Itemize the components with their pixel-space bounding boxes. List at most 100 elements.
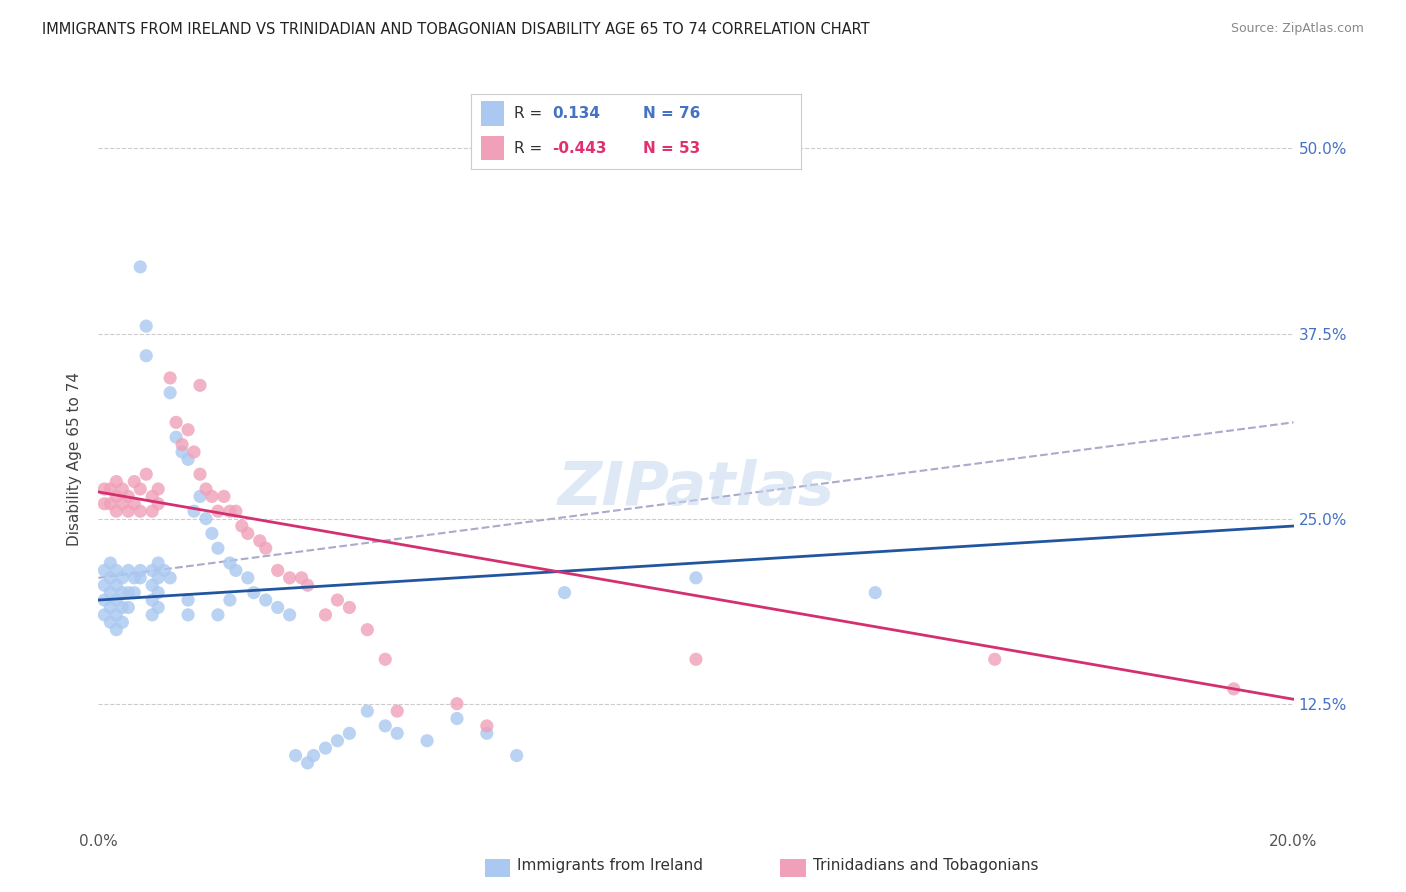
Point (159, 385, 181, 400)
Point (124, 585, 146, 599)
Point (416, 733, 439, 747)
Point (129, 564, 152, 578)
Point (278, 607, 301, 622)
Point (326, 733, 349, 747)
Point (177, 607, 200, 622)
Point (374, 719, 396, 733)
Point (284, 748, 307, 763)
Point (249, 533, 271, 548)
Point (105, 578, 128, 592)
Point (93, 564, 115, 578)
Point (188, 489, 211, 503)
Point (195, 482, 218, 496)
Point (117, 600, 139, 615)
Point (177, 452, 200, 467)
Point (225, 564, 247, 578)
Point (385, 704, 409, 718)
Point (141, 564, 163, 578)
Point (93, 578, 115, 592)
Point (148, 482, 170, 496)
Point (93, 593, 115, 607)
Point (98, 585, 122, 599)
Point (231, 519, 253, 533)
Point (177, 593, 200, 607)
Point (105, 564, 128, 578)
Point (98, 615, 122, 630)
Point (183, 504, 205, 518)
Point (129, 504, 152, 518)
Point (105, 593, 128, 607)
Point (111, 600, 134, 615)
Bar (481, 101, 505, 126)
Point (1223, 681, 1246, 696)
Point (124, 571, 146, 585)
Point (291, 571, 314, 585)
Point (148, 497, 170, 511)
Text: 0.134: 0.134 (553, 106, 600, 121)
Point (356, 623, 378, 637)
Point (219, 593, 242, 607)
Point (865, 585, 887, 599)
Bar (481, 136, 505, 161)
Point (315, 741, 337, 756)
Point (98, 497, 122, 511)
Point (207, 541, 229, 556)
Point (356, 704, 378, 718)
Point (129, 482, 152, 496)
Text: IMMIGRANTS FROM IRELAND VS TRINIDADIAN AND TOBAGONIAN DISABILITY AGE 65 TO 74 CO: IMMIGRANTS FROM IRELAND VS TRINIDADIAN A… (42, 22, 870, 37)
Point (207, 504, 229, 518)
Point (141, 489, 163, 503)
Point (117, 564, 139, 578)
Point (236, 571, 259, 585)
Point (506, 748, 529, 763)
Text: R =: R = (515, 106, 547, 121)
Point (236, 526, 259, 541)
Text: ZIPatlas: ZIPatlas (557, 459, 835, 518)
Y-axis label: Disability Age 65 to 74: Disability Age 65 to 74 (67, 372, 83, 547)
Point (111, 585, 134, 599)
Point (254, 541, 277, 556)
Point (124, 497, 146, 511)
Point (446, 712, 468, 726)
Point (117, 489, 139, 503)
Point (117, 504, 139, 518)
Point (111, 615, 134, 630)
Point (105, 475, 128, 489)
Point (148, 585, 170, 599)
Text: Source: ZipAtlas.com: Source: ZipAtlas.com (1230, 22, 1364, 36)
Point (297, 756, 319, 770)
Point (243, 585, 266, 599)
Point (219, 556, 242, 570)
Point (93, 497, 115, 511)
Point (105, 504, 128, 518)
Point (141, 578, 163, 592)
Text: N = 76: N = 76 (643, 106, 700, 121)
Point (475, 719, 498, 733)
Point (135, 319, 157, 334)
Text: -0.443: -0.443 (553, 141, 606, 156)
Point (267, 564, 290, 578)
Point (165, 415, 187, 429)
Point (117, 585, 139, 599)
Point (385, 726, 409, 740)
Point (105, 607, 128, 622)
Point (278, 571, 301, 585)
Text: R =: R = (515, 141, 547, 156)
Point (984, 652, 1007, 666)
Point (159, 371, 181, 385)
Point (159, 571, 181, 585)
Point (141, 607, 163, 622)
Point (135, 349, 157, 363)
Point (98, 556, 122, 570)
Point (124, 475, 146, 489)
Point (297, 578, 319, 592)
Text: Immigrants from Ireland: Immigrants from Ireland (517, 858, 703, 872)
Point (225, 504, 247, 518)
Point (135, 467, 157, 482)
Point (177, 423, 200, 437)
Point (111, 482, 134, 496)
Point (98, 482, 122, 496)
Point (141, 593, 163, 607)
Text: N = 53: N = 53 (643, 141, 700, 156)
Text: Trinidadians and Tobagonians: Trinidadians and Tobagonians (813, 858, 1038, 872)
